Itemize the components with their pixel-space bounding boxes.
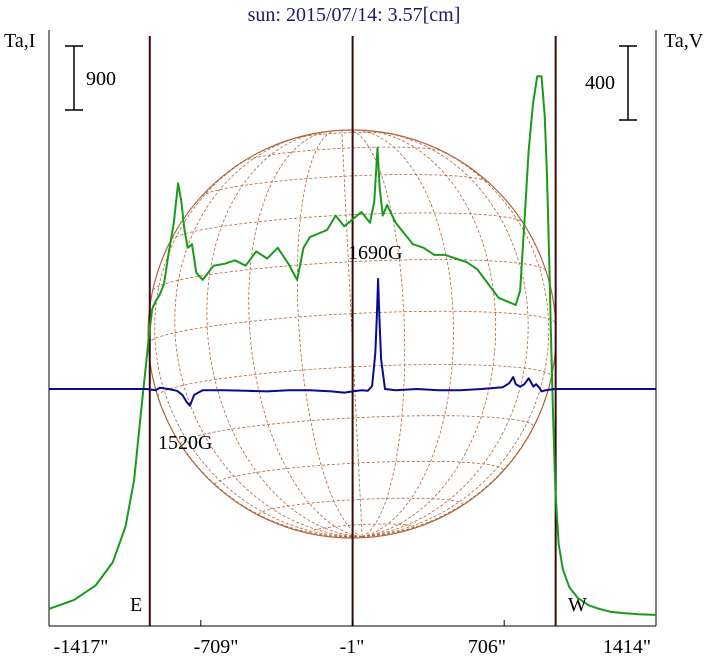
east-limb-label: E <box>130 594 143 616</box>
left-scale-value: 900 <box>86 68 116 90</box>
longitude-line <box>174 135 363 538</box>
longitude-line <box>357 129 454 538</box>
x-tick-label: -1417" <box>53 636 109 658</box>
left-axis-label: Ta,I <box>4 30 36 52</box>
latitude-line <box>152 259 547 291</box>
longitude-line <box>362 323 557 538</box>
longitude-line <box>296 130 363 538</box>
longitude-line <box>347 129 406 538</box>
latitude-line <box>308 523 415 533</box>
right-scale-value: 400 <box>585 72 615 94</box>
longitude-line <box>362 130 497 538</box>
x-tick-label: -1" <box>339 636 365 658</box>
annotation-1690g: 1690G <box>348 242 403 264</box>
latitude-line <box>171 212 523 240</box>
annotation-1520g: 1520G <box>158 432 213 454</box>
latitude-line <box>243 146 443 162</box>
x-tick-label: 1414" <box>602 636 652 658</box>
stokes-i-line <box>48 75 657 616</box>
x-tick-label: -709" <box>193 636 239 658</box>
longitude-line <box>206 132 363 538</box>
latitude-line <box>214 460 504 485</box>
latitude-line <box>293 131 391 139</box>
stokes-v-line <box>49 277 656 407</box>
latitude-line <box>180 415 534 445</box>
right-axis-label: Ta,V <box>664 30 704 52</box>
west-limb-label: W <box>568 594 587 616</box>
longitude-line <box>248 131 363 538</box>
chart-title: sun: 2015/07/14: 3.57[cm] <box>247 4 461 26</box>
x-tick-label: 706" <box>467 636 507 658</box>
longitude-line <box>341 130 363 537</box>
latitude-line <box>147 310 557 345</box>
longitude-line <box>362 131 529 538</box>
longitude-line <box>362 142 550 538</box>
latitude-line <box>258 497 464 515</box>
longitude-line <box>154 150 363 538</box>
